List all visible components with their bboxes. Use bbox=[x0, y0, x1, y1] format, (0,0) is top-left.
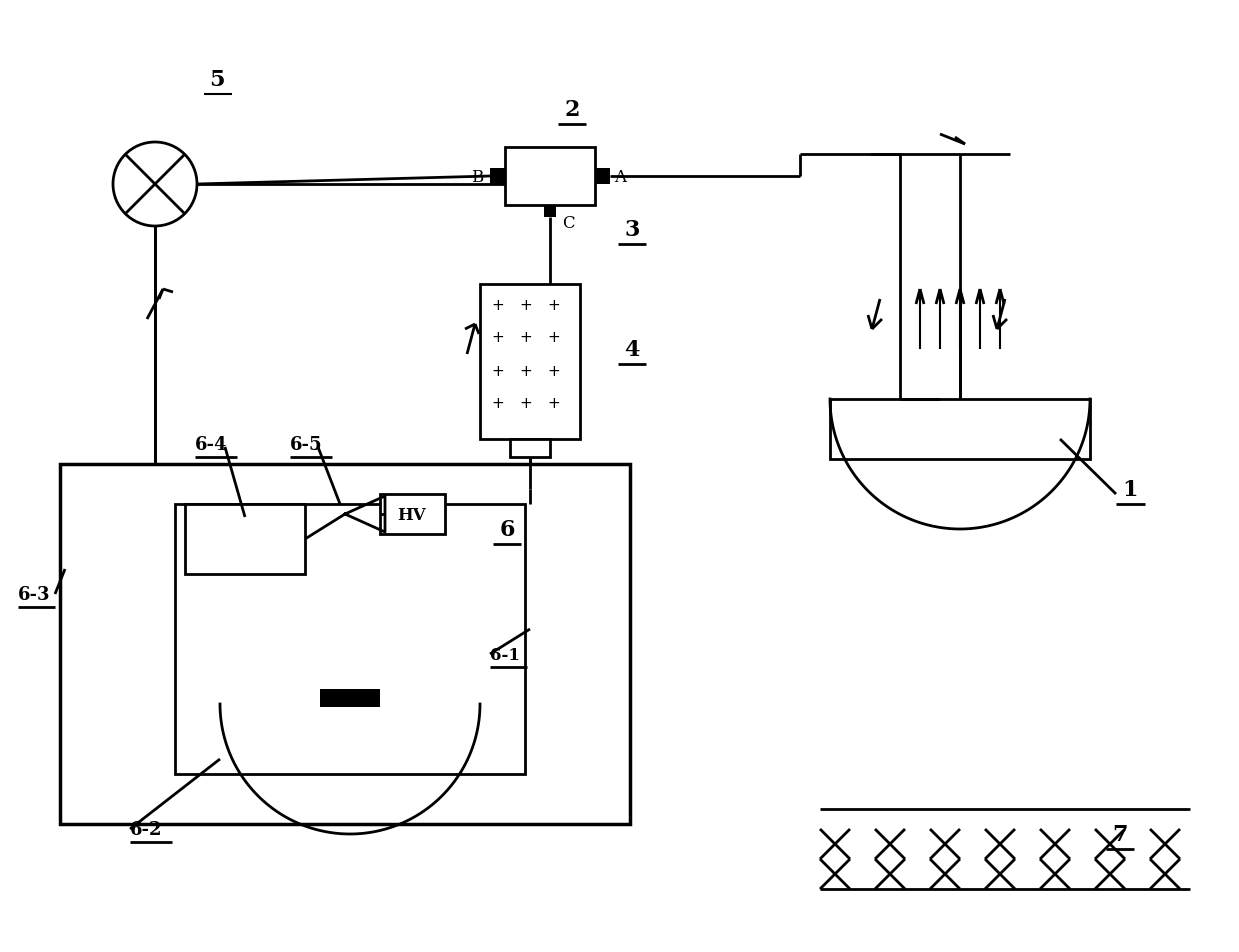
Text: 6-4: 6-4 bbox=[195, 436, 228, 453]
Text: 4: 4 bbox=[624, 339, 639, 361]
Bar bbox=[320, 689, 380, 707]
Text: 6-3: 6-3 bbox=[19, 585, 51, 604]
Text: B: B bbox=[471, 169, 483, 186]
Text: 6-5: 6-5 bbox=[290, 436, 322, 453]
Text: +: + bbox=[492, 297, 504, 312]
Bar bbox=[59, 465, 629, 824]
Text: 3: 3 bbox=[624, 219, 639, 241]
Text: +: + bbox=[548, 330, 560, 346]
Text: +: + bbox=[548, 297, 560, 312]
Text: 2: 2 bbox=[564, 99, 580, 121]
Text: 6: 6 bbox=[499, 519, 514, 541]
Bar bbox=[175, 505, 525, 774]
Text: 5: 5 bbox=[209, 69, 224, 90]
Bar bbox=[506, 148, 595, 206]
Text: +: + bbox=[548, 396, 560, 411]
Text: HV: HV bbox=[398, 506, 426, 523]
Text: 7: 7 bbox=[1113, 823, 1127, 845]
Text: +: + bbox=[492, 330, 504, 346]
Text: 1: 1 bbox=[1123, 479, 1137, 501]
Bar bbox=[595, 169, 610, 185]
Text: +: + bbox=[519, 297, 533, 312]
Text: +: + bbox=[519, 396, 533, 411]
Bar bbox=[544, 206, 556, 218]
Bar bbox=[510, 440, 550, 458]
Bar bbox=[380, 494, 445, 534]
Text: A: A bbox=[615, 169, 626, 186]
Text: +: + bbox=[519, 363, 533, 378]
Text: +: + bbox=[548, 363, 560, 378]
Text: 6-1: 6-1 bbox=[489, 645, 520, 663]
Text: C: C bbox=[561, 215, 575, 232]
Bar bbox=[830, 400, 1090, 460]
Text: +: + bbox=[492, 363, 504, 378]
Bar bbox=[185, 505, 305, 574]
Text: +: + bbox=[492, 396, 504, 411]
Text: +: + bbox=[519, 330, 533, 346]
Bar bbox=[479, 285, 580, 440]
Text: 6-2: 6-2 bbox=[130, 820, 162, 838]
Bar bbox=[489, 169, 506, 185]
